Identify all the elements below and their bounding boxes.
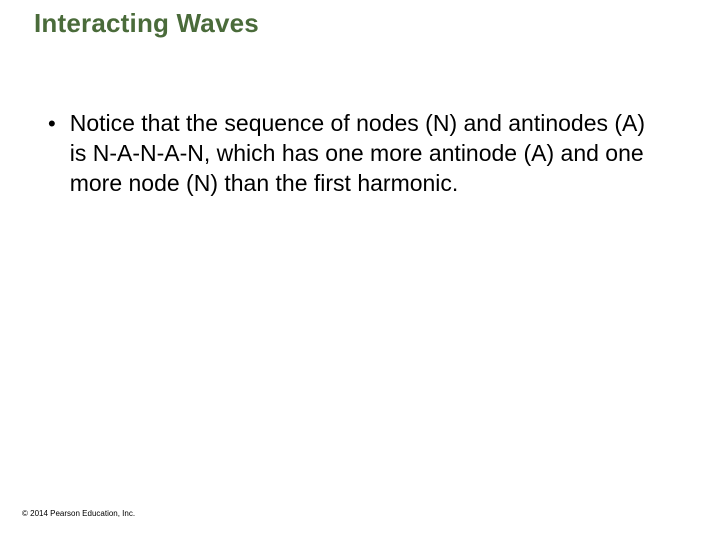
copyright-footer: © 2014 Pearson Education, Inc. [22,509,135,518]
slide-title: Interacting Waves [34,8,259,39]
bullet-item: • Notice that the sequence of nodes (N) … [48,108,680,198]
slide: Interacting Waves • Notice that the sequ… [0,0,720,540]
slide-body: • Notice that the sequence of nodes (N) … [48,108,680,198]
bullet-text: Notice that the sequence of nodes (N) an… [70,108,660,198]
bullet-marker: • [48,109,56,139]
